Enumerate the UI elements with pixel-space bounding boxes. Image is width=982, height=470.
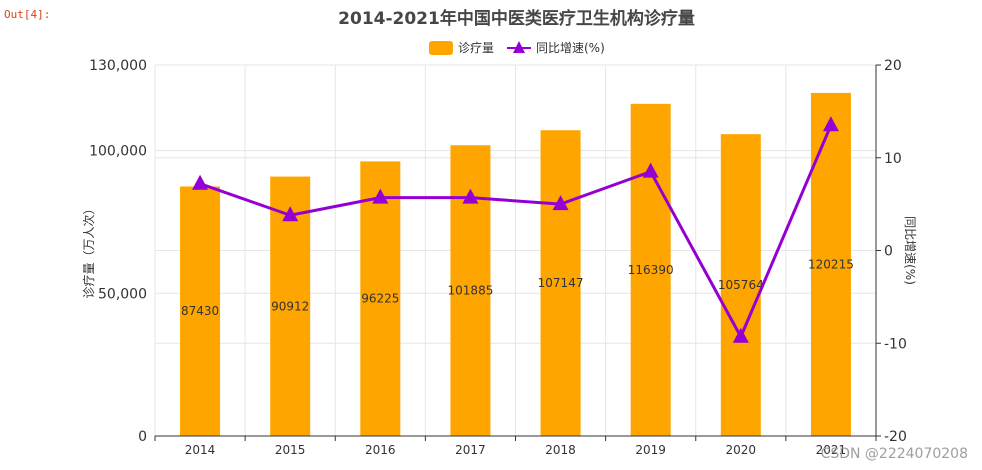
y2-axis-title: 同比增速(%) xyxy=(903,216,917,285)
growth-rate-point xyxy=(552,195,569,211)
y-tick-label: 100,000 xyxy=(89,144,147,160)
legend-bar-label: 诊疗量 xyxy=(458,41,494,55)
y2-tick-label: 0 xyxy=(884,244,893,260)
growth-rate-line xyxy=(199,124,833,339)
watermark: CSDN @2224070208 xyxy=(820,446,968,462)
growth-rate-point xyxy=(642,162,659,178)
legend-line-marker xyxy=(513,41,525,53)
y-axis-title: 诊疗量（万人次） xyxy=(82,202,96,298)
growth-rate-point xyxy=(372,188,389,204)
bar xyxy=(630,103,671,436)
growth-rate-point xyxy=(822,116,839,132)
cell-output-prompt: Out[4]: xyxy=(4,8,51,21)
bar-value-label: 116390 xyxy=(628,263,674,277)
bar-value-label: 101885 xyxy=(448,284,494,298)
growth-rate-point xyxy=(282,206,299,222)
x-tick-label: 2019 xyxy=(635,443,666,457)
bar xyxy=(810,92,851,437)
growth-rate-point xyxy=(192,174,209,190)
legend-bar-swatch xyxy=(429,41,453,55)
bar-value-label: 87430 xyxy=(181,304,219,318)
y-tick-label: 130,000 xyxy=(89,58,147,74)
legend-line-label: 同比增速(%) xyxy=(536,41,605,55)
growth-rate-point xyxy=(732,327,749,343)
bar-value-label: 90912 xyxy=(271,299,309,313)
bar xyxy=(540,130,581,437)
bar-value-label: 96225 xyxy=(361,292,399,306)
y-tick-label: 50,000 xyxy=(98,286,147,302)
x-tick-label: 2015 xyxy=(275,443,306,457)
x-tick-label: 2020 xyxy=(726,443,757,457)
x-tick-label: 2014 xyxy=(185,443,216,457)
x-tick-label: 2018 xyxy=(545,443,576,457)
bar-value-label: 107147 xyxy=(538,276,584,290)
growth-rate-point xyxy=(462,188,479,204)
bar xyxy=(360,161,401,436)
x-tick-label: 2017 xyxy=(455,443,486,457)
x-tick-label: 2021 xyxy=(816,443,847,457)
bar xyxy=(720,134,761,436)
bar-value-label: 120215 xyxy=(808,257,854,271)
y-tick-label: 0 xyxy=(138,429,147,445)
y2-tick-label: 10 xyxy=(884,151,902,167)
x-tick-label: 2016 xyxy=(365,443,396,457)
y2-tick-label: -10 xyxy=(884,336,907,352)
y2-tick-label: 20 xyxy=(884,58,902,74)
chart-title: 2014-2021年中国中医类医疗卫生机构诊疗量 xyxy=(338,8,695,29)
bar xyxy=(180,186,221,436)
bar-value-label: 105764 xyxy=(718,278,764,292)
y2-tick-label: -20 xyxy=(884,429,907,445)
